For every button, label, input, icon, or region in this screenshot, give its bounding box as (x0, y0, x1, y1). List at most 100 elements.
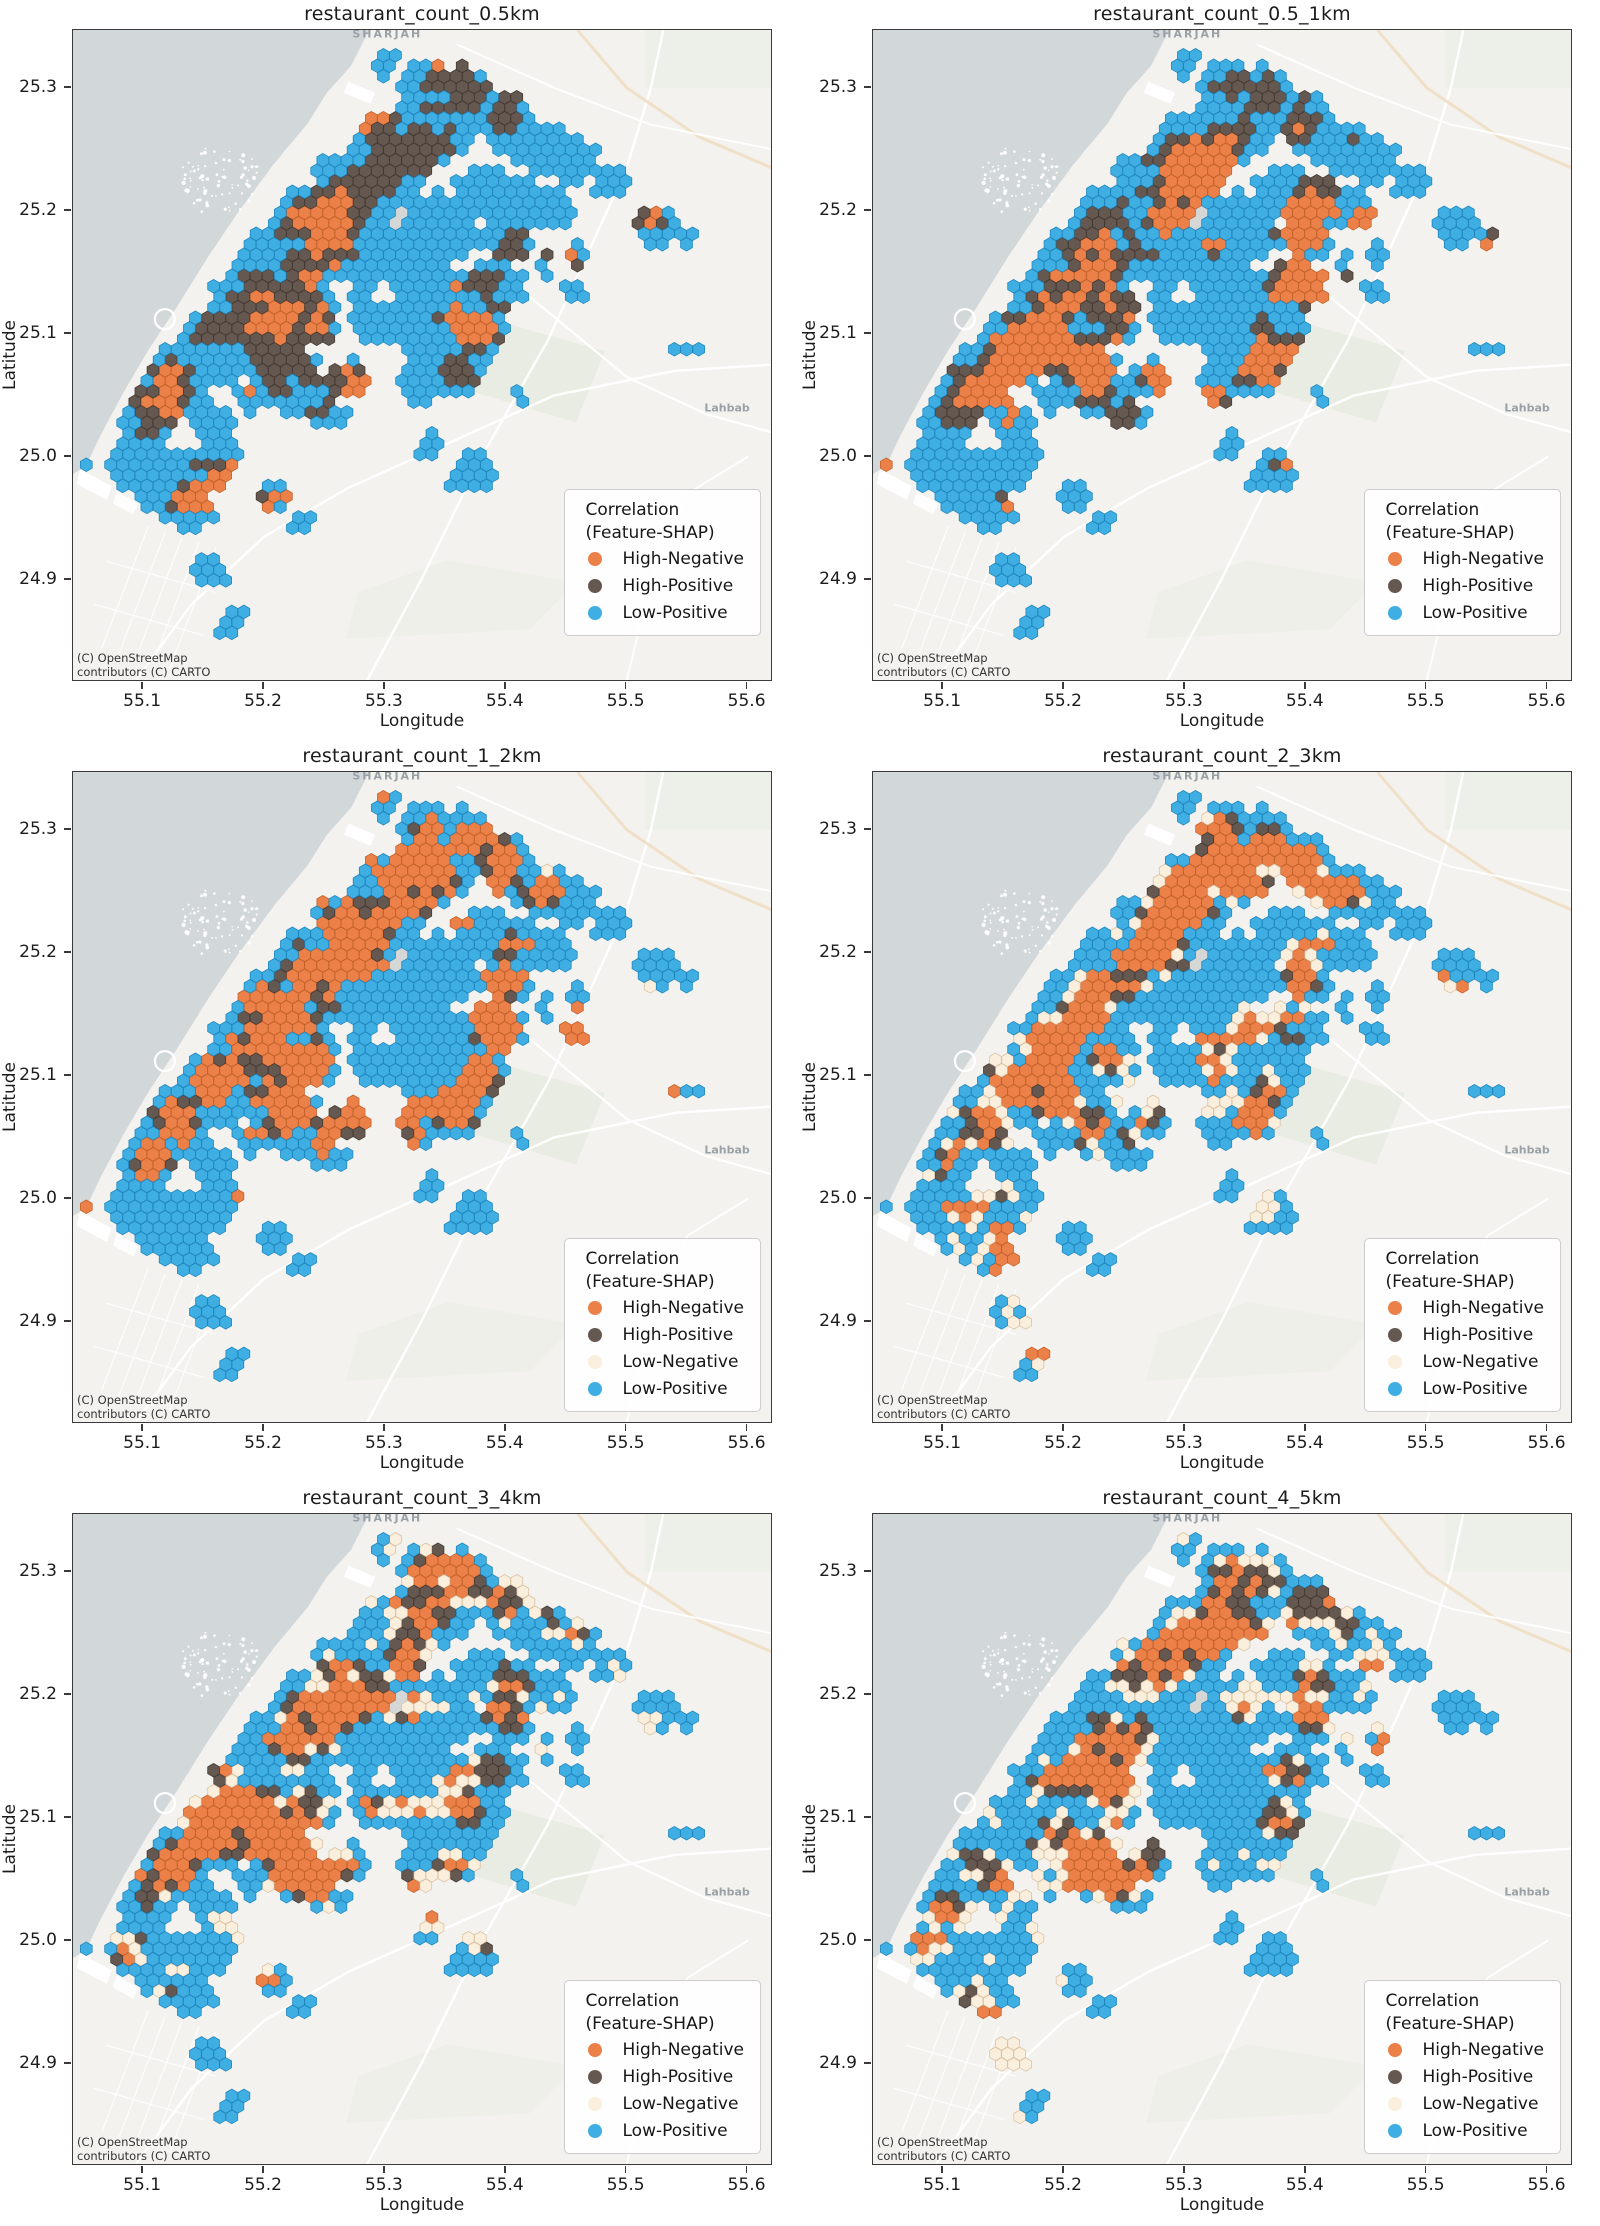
x-tick-mark (1062, 2166, 1064, 2173)
x-tick-mark (383, 682, 385, 689)
y-tick-label: 25.2 (19, 941, 57, 962)
road (528, 295, 771, 434)
y-tick-label: 25.3 (819, 1560, 857, 1581)
map-shape (346, 2044, 576, 2123)
road (901, 1268, 949, 1391)
legend-title: Correlation (585, 1991, 680, 2012)
y-tick-mark (864, 332, 871, 334)
world-islands (981, 147, 1059, 213)
attribution-line: contributors (C) CARTO (77, 1406, 211, 1421)
y-tick-mark (864, 2062, 871, 2064)
x-tick-mark (625, 1424, 627, 1431)
y-tick-mark (864, 1939, 871, 1941)
x-tick-mark (383, 1424, 385, 1431)
road (906, 2044, 1017, 2077)
world-islands (981, 1631, 1059, 1697)
map-plot: SHARJAH Lahbab (C) OpenStreetMap contributo… (872, 29, 1572, 681)
legend-marker-icon (1387, 1327, 1402, 1342)
x-tick-mark (1062, 682, 1064, 689)
road (528, 1037, 771, 1176)
x-tick-mark (262, 1424, 264, 1431)
x-tick-label: 55.4 (485, 691, 524, 711)
legend-item: High-Positive (1377, 572, 1545, 599)
road (106, 2044, 217, 2077)
x-axis-label: Longitude (1179, 711, 1265, 731)
x-tick-mark (504, 2166, 506, 2173)
panel-title: restaurant_count_1_2km (302, 745, 542, 767)
panel-title: restaurant_count_4_5km (1102, 1487, 1342, 1509)
legend-item: Low-Positive (1377, 2117, 1545, 2144)
legend-marker-icon (1387, 2096, 1402, 2111)
map-panel: restaurant_count_2_3km Latitude Longitude 5… (800, 742, 1600, 1484)
world-islands (181, 1631, 259, 1697)
legend-item-label: Low-Negative (622, 2093, 739, 2114)
road (456, 1527, 771, 1635)
x-tick-label: 55.5 (606, 1433, 645, 1453)
map-plot: SHARJAH Lahbab (C) OpenStreetMap contributo… (72, 1513, 772, 2165)
legend-title: Correlation (1385, 1249, 1480, 1270)
legend-marker-icon (1387, 1354, 1402, 1369)
map-label: Lahbab (1504, 1143, 1550, 1156)
road (1328, 295, 1571, 434)
road (101, 526, 149, 649)
legend-title: Correlation (1385, 500, 1480, 521)
road (1376, 1514, 1571, 1654)
x-axis-label: Longitude (1179, 2195, 1265, 2215)
legend-item: Low-Positive (1377, 1375, 1545, 1402)
y-tick-mark (64, 578, 71, 580)
legend-title: (Feature-SHAP) (585, 2014, 715, 2035)
map-shape (912, 491, 939, 515)
x-tick-label: 55.5 (1406, 691, 1445, 711)
x-tick-label: 55.3 (364, 2175, 403, 2195)
x-tick-mark (383, 2166, 385, 2173)
x-tick-mark (504, 1424, 506, 1431)
legend: Correlation (Feature-SHAP) High-Negative Hi… (563, 1238, 761, 1412)
x-tick-label: 55.1 (923, 2175, 962, 2195)
water-area (873, 772, 1170, 1217)
road (1328, 1037, 1571, 1176)
legend-item-label: High-Negative (622, 2039, 745, 2060)
x-tick-mark (141, 682, 143, 689)
y-tick-label: 25.0 (19, 1187, 57, 1208)
map-shape (153, 1792, 177, 1815)
legend-item: High-Negative (1377, 545, 1544, 572)
world-islands (181, 147, 259, 213)
map-shape (1444, 1514, 1571, 1572)
attribution-line: contributors (C) CARTO (77, 2148, 211, 2163)
map-shape (953, 308, 977, 331)
x-tick-label: 55.1 (923, 691, 962, 711)
road (918, 532, 966, 655)
y-tick-mark (64, 1320, 71, 1322)
legend-item: High-Positive (577, 572, 745, 599)
x-tick-label: 55.5 (606, 691, 645, 711)
x-tick-label: 55.5 (1406, 1433, 1445, 1453)
water-area (73, 30, 370, 475)
map-shape (876, 1953, 912, 1984)
y-tick-label: 25.1 (819, 1064, 857, 1085)
y-tick-mark (864, 578, 871, 580)
legend-item-label: Low-Positive (622, 2120, 728, 2141)
legend-item-label: High-Positive (622, 1324, 734, 1345)
y-tick-mark (64, 1074, 71, 1076)
legend-marker-icon (587, 578, 602, 593)
map-shape (1444, 30, 1571, 88)
y-tick-mark (64, 828, 71, 830)
map-panel: restaurant_count_3_4km Latitude Longitude 5… (0, 1484, 800, 2226)
map-label: SHARJAH (352, 772, 422, 782)
x-tick-mark (941, 2166, 943, 2173)
y-tick-label: 25.1 (819, 322, 857, 343)
panel-title: restaurant_count_2_3km (1102, 745, 1342, 767)
y-tick-mark (64, 1816, 71, 1818)
road (528, 1779, 771, 1918)
x-tick-mark (141, 1424, 143, 1431)
map-shape (1143, 81, 1176, 104)
legend-item-label: Low-Positive (622, 1378, 728, 1399)
legend-title: (Feature-SHAP) (585, 523, 715, 544)
legend-title: Correlation (585, 500, 680, 521)
road (918, 1274, 966, 1397)
legend-marker-icon (1387, 1300, 1402, 1315)
legend-marker-icon (1387, 605, 1402, 620)
y-tick-mark (64, 1570, 71, 1572)
y-tick-label: 25.1 (819, 1806, 857, 1827)
y-tick-label: 25.2 (819, 1683, 857, 1704)
